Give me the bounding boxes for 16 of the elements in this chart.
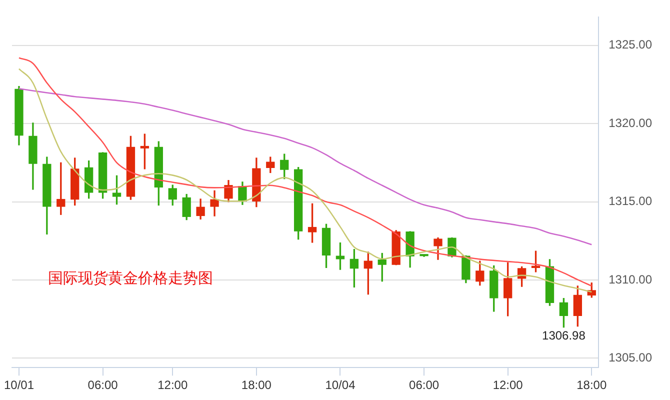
y-tick-label: 1310.00 xyxy=(608,272,652,286)
text: 国际现货黄金价格走势图 xyxy=(48,270,213,288)
x-tick-label: 12:00 xyxy=(492,378,524,392)
y-tick-label: 1325.00 xyxy=(608,38,652,52)
annotation: 1306.98 xyxy=(542,328,586,343)
y-tick-label: 1320.00 xyxy=(608,116,652,130)
line-series xyxy=(18,88,592,246)
y-tick-label: 1305.00 xyxy=(608,350,652,365)
x-tick-label: 10/01 xyxy=(4,378,34,392)
x-tick-label: 06:00 xyxy=(409,378,440,392)
x-tick-label: 06:00 xyxy=(88,378,118,392)
x-tick-label: 18:00 xyxy=(241,378,272,392)
y-tick-label: 1315.00 xyxy=(608,194,652,208)
x-tick-label: 12:00 xyxy=(158,378,188,392)
x-tick-label: 10/04 xyxy=(325,378,356,392)
x-tick-label: 18:00 xyxy=(576,378,607,392)
